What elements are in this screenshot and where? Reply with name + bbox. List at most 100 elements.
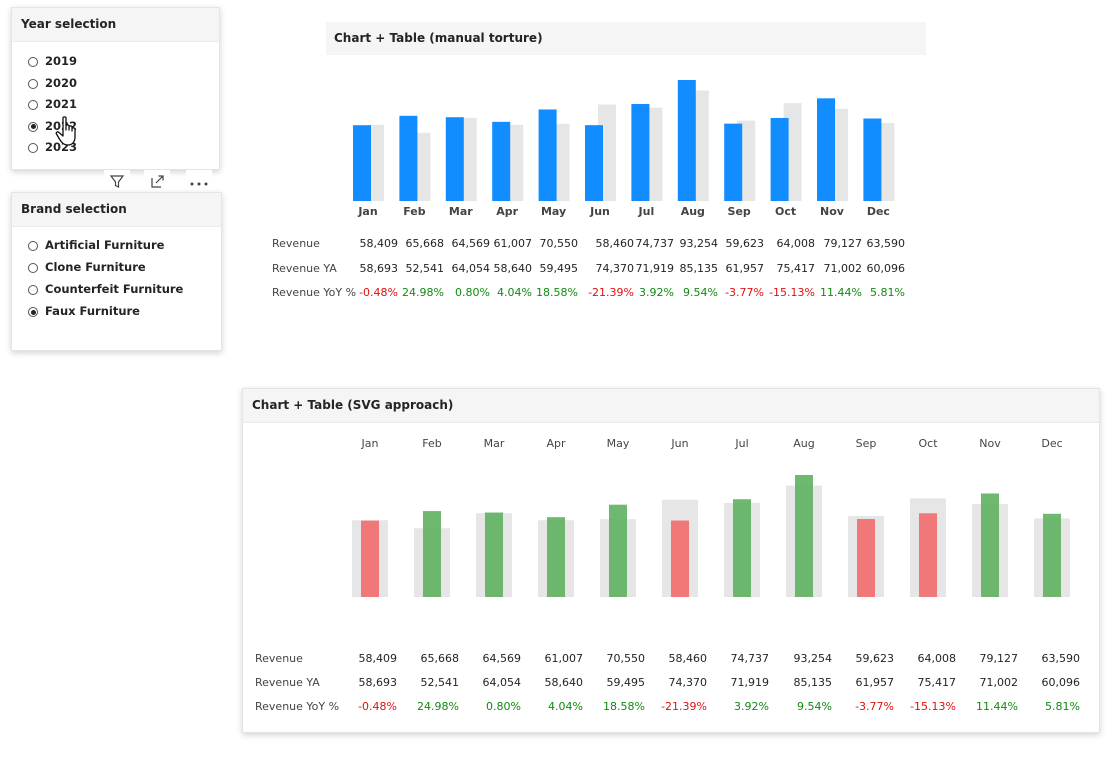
radio-button[interactable] — [28, 307, 38, 317]
chart2-month-label: Jan — [361, 437, 379, 450]
chart1-cell: 58,693 — [359, 262, 399, 275]
chart1-cell: -3.77% — [725, 286, 764, 299]
chart2-cell: 52,541 — [420, 676, 460, 689]
chart1-cell: 60,096 — [866, 262, 906, 275]
brand-option-4[interactable]: Faux Furniture — [28, 303, 140, 319]
chart1-cell: -0.48% — [359, 286, 398, 299]
radio-button[interactable] — [28, 241, 38, 251]
brand-slicer: Brand selection Artificial Furniture Clon… — [11, 192, 222, 351]
chart2-cell: 75,417 — [917, 676, 957, 689]
chart1-cell: 59,495 — [539, 262, 579, 275]
chart2-cell: 74,370 — [668, 676, 708, 689]
chart2-cell: 65,668 — [420, 652, 460, 665]
radio-button[interactable] — [28, 100, 38, 110]
chart2-cell: 4.04% — [548, 700, 583, 713]
radio-button[interactable] — [28, 285, 38, 295]
chart1-cell: 71,002 — [823, 262, 863, 275]
year-option-label: 2021 — [45, 97, 78, 111]
chart1-cell: 52,541 — [405, 262, 445, 275]
chart1-bar-revenue — [353, 125, 371, 201]
brand-option-3[interactable]: Counterfeit Furniture — [28, 281, 183, 297]
radio-button[interactable] — [28, 263, 38, 273]
more-options-icon[interactable] — [186, 170, 212, 190]
chart1-cell: 71,919 — [635, 262, 675, 275]
chart1-cell: 64,054 — [451, 262, 491, 275]
chart2-cell: 74,737 — [730, 652, 770, 665]
year-slicer: Year selection 2019 2020 2021 2022 2023 — [11, 7, 220, 170]
radio-button[interactable] — [28, 143, 38, 153]
chart2-cell: 79,127 — [979, 652, 1019, 665]
year-option-label: 2019 — [45, 54, 78, 68]
year-option-2019[interactable]: 2019 — [28, 53, 77, 69]
chart2-cell: 58,409 — [358, 652, 398, 665]
chart2-cell: 64,054 — [482, 676, 522, 689]
chart2-cell: 60,096 — [1041, 676, 1081, 689]
chart1-month-label: Feb — [403, 205, 426, 218]
chart1-month-label: Jun — [590, 205, 610, 218]
chart2-cell: 85,135 — [793, 676, 833, 689]
radio-button[interactable] — [28, 78, 38, 89]
chart2-cell: 70,550 — [606, 652, 646, 665]
radio-button[interactable] — [28, 57, 38, 67]
chart1-cell: 58,460 — [595, 237, 635, 250]
chart1-cell: 64,008 — [776, 237, 816, 250]
brand-option-2[interactable]: Clone Furniture — [28, 259, 146, 275]
chart2-month-label: May — [606, 437, 630, 450]
chart1-cell: 9.54% — [683, 286, 718, 299]
chart2-month-label: Feb — [422, 437, 442, 450]
chart2-bar-revenue — [919, 513, 937, 597]
chart1-month-label: Jan — [358, 205, 378, 218]
chart2-month-label: Jul — [735, 437, 749, 450]
chart1-bar-revenue — [724, 123, 743, 201]
chart1-cell: 11.44% — [820, 286, 862, 299]
brand-option-label: Counterfeit Furniture — [45, 282, 184, 296]
chart2-month-label: Aug — [793, 437, 815, 450]
chart1-cell: 79,127 — [823, 237, 863, 250]
chart2-cell: 93,254 — [793, 652, 833, 665]
chart2-month-label: Oct — [918, 437, 938, 450]
chart2-bars — [352, 475, 1070, 597]
radio-button[interactable] — [28, 121, 38, 132]
chart1-bar-revenue — [492, 121, 511, 201]
chart1-month-label: May — [540, 205, 567, 218]
brand-slicer-title: Brand selection — [12, 193, 221, 227]
chart2-bar-revenue — [423, 511, 441, 597]
brand-option-1[interactable]: Artificial Furniture — [28, 237, 164, 253]
chart2-cell: -21.39% — [661, 700, 707, 713]
chart2-bar-revenue — [1043, 513, 1061, 597]
chart1-bar-revenue — [677, 80, 696, 201]
chart1-bar-revenue — [863, 118, 882, 201]
chart2-month-label: Nov — [979, 437, 1001, 450]
chart1-row-label: Revenue — [272, 237, 320, 250]
chart2-cell: 11.44% — [976, 700, 1018, 713]
brand-option-label: Clone Furniture — [45, 260, 146, 274]
chart1-visual: Chart + Table (manual torture) — [326, 22, 926, 302]
chart1-cell: 58,640 — [493, 262, 533, 275]
focus-mode-icon[interactable] — [144, 170, 170, 190]
chart2-month-label: Mar — [483, 437, 505, 450]
brand-option-label: Artificial Furniture — [45, 238, 165, 252]
chart1-bar-revenue — [538, 109, 557, 201]
chart2-cell: 61,007 — [544, 652, 584, 665]
chart2-bar-revenue — [733, 499, 751, 597]
chart2-month-label: Apr — [546, 437, 566, 450]
chart1-cell: -21.39% — [588, 286, 634, 299]
chart1-bar-revenue — [817, 98, 835, 201]
chart1-cell: 93,254 — [679, 237, 719, 250]
filter-icon[interactable] — [104, 170, 130, 190]
chart1-cell: 3.92% — [639, 286, 674, 299]
chart1-cell: 4.04% — [497, 286, 532, 299]
chart2-bar-revenue — [795, 475, 813, 597]
chart2-cell: 18.58% — [603, 700, 645, 713]
chart1-bars — [353, 80, 895, 201]
chart1-bar-revenue — [445, 117, 464, 201]
year-option-2020[interactable]: 2020 — [28, 75, 77, 91]
chart2-bar-revenue — [857, 518, 875, 597]
chart2-cell: 58,460 — [668, 652, 708, 665]
brand-option-label: Faux Furniture — [45, 304, 140, 318]
hand-pointer-icon — [55, 114, 85, 150]
chart1-month-label: Jul — [638, 205, 655, 218]
chart2-cell: 63,590 — [1041, 652, 1081, 665]
chart1-title: Chart + Table (manual torture) — [326, 22, 926, 55]
year-option-2021[interactable]: 2021 — [28, 96, 77, 112]
